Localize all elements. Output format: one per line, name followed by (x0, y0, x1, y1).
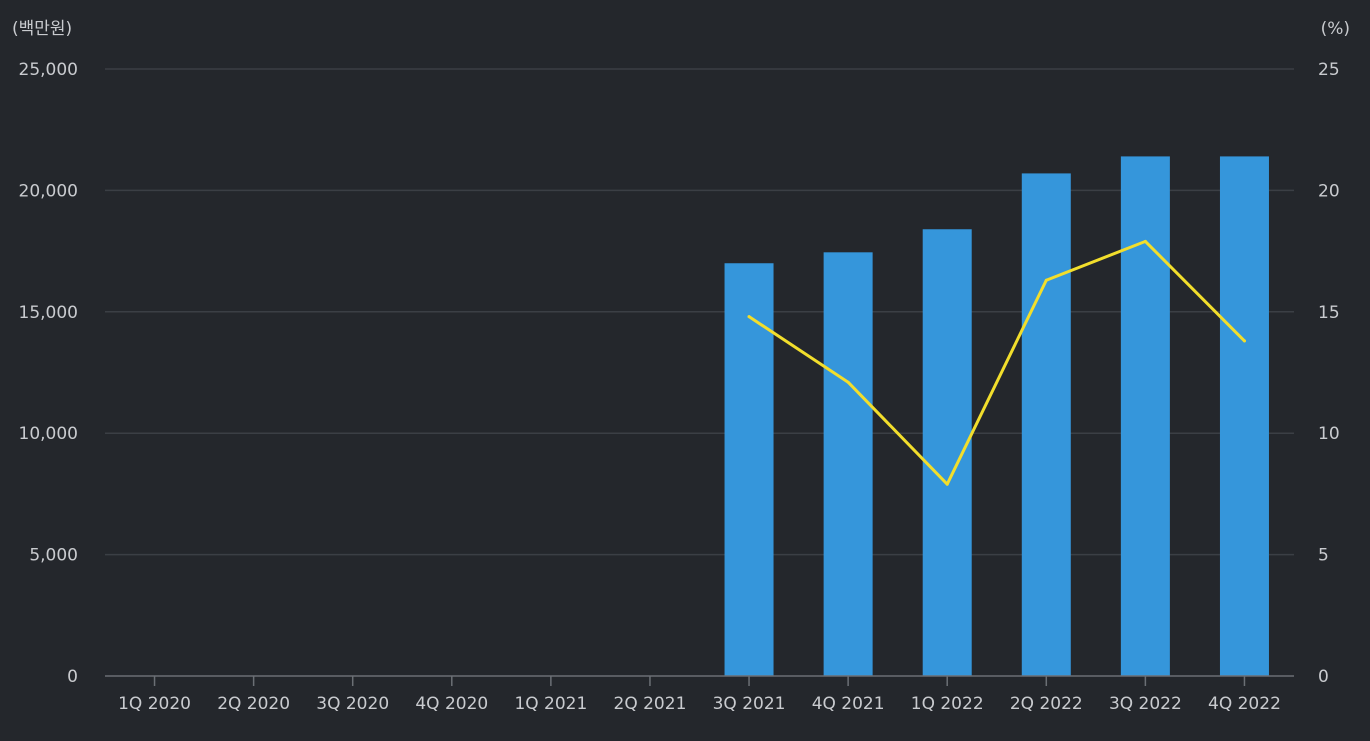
bar (823, 252, 873, 676)
line-point (945, 482, 949, 486)
right-tick-label: 15 (1318, 303, 1340, 323)
bar (1021, 173, 1071, 677)
left-tick-label: 0 (67, 667, 78, 687)
grid-lines (105, 68, 1294, 556)
left-tick-label: 25,000 (19, 60, 78, 80)
right-axis-unit-label: (%) (1321, 19, 1350, 39)
line-point (846, 380, 850, 384)
x-tick-label: 1Q 2021 (514, 694, 587, 714)
x-tick-label: 1Q 2020 (118, 694, 191, 714)
left-tick-label: 5,000 (29, 546, 78, 566)
line-point (747, 315, 751, 319)
bar-series (724, 156, 1269, 677)
x-tick-label: 4Q 2022 (1208, 694, 1281, 714)
x-tick-label: 2Q 2022 (1010, 694, 1083, 714)
left-tick-label: 10,000 (19, 424, 78, 444)
left-tick-label: 15,000 (19, 303, 78, 323)
x-tick-label: 3Q 2020 (316, 694, 389, 714)
right-tick-label: 5 (1318, 546, 1329, 566)
x-tick-label: 3Q 2021 (713, 694, 786, 714)
right-tick-label: 0 (1318, 667, 1329, 687)
x-tick-label: 4Q 2021 (812, 694, 885, 714)
x-tick-label: 4Q 2020 (415, 694, 488, 714)
bar (1219, 156, 1269, 676)
right-tick-label: 25 (1318, 60, 1340, 80)
left-axis-unit-label: (백만원) (12, 19, 72, 39)
axes: 0 5,000 10,000 15,000 20,000 25,000 0 5 10 15 20 25… (19, 60, 1340, 714)
line-path (747, 239, 1246, 486)
bar (922, 229, 972, 677)
line-series (747, 239, 1246, 486)
x-tick-label: 3Q 2022 (1109, 694, 1182, 714)
line-point (1242, 339, 1246, 343)
right-tick-label: 20 (1318, 181, 1340, 201)
x-tick-label: 2Q 2020 (217, 694, 290, 714)
left-tick-label: 20,000 (19, 181, 78, 201)
x-tick-label: 2Q 2021 (614, 694, 687, 714)
right-tick-label: 10 (1318, 424, 1340, 444)
bar (724, 263, 774, 676)
x-tick-label: 1Q 2022 (911, 694, 984, 714)
bar (1120, 156, 1170, 676)
line-point (1143, 239, 1147, 243)
line-point (1044, 278, 1048, 282)
